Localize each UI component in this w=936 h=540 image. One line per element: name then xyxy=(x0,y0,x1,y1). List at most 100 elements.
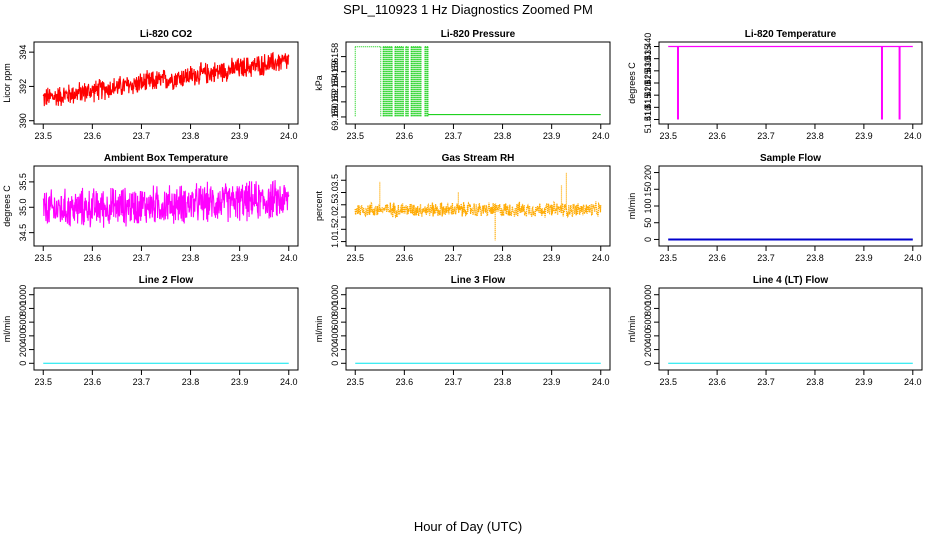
x-tick-label-pressure-1: 23.6 xyxy=(396,131,414,141)
x-tick-label-ambient-0: 23.5 xyxy=(34,253,52,263)
y-tick-label-temp820-4: 51.430 xyxy=(643,57,653,85)
y-tick-label-line3-5: 1000 xyxy=(330,285,340,305)
y-tick-label-rh-4: 3.0 xyxy=(330,186,340,199)
x-tick-label-sample-5: 24.0 xyxy=(904,253,922,263)
series-temp820 xyxy=(668,45,913,120)
x-tick-label-line2-3: 23.8 xyxy=(182,377,200,387)
x-tick-label-line4-0: 23.5 xyxy=(659,377,677,387)
y-axis-label-co2: Licor ppm xyxy=(2,63,12,103)
y-tick-label-pressure-4: 69.158 xyxy=(330,43,340,71)
y-axis-label-line3: ml/min xyxy=(314,316,324,343)
y-tick-label-ambient-0: 34.5 xyxy=(18,224,28,242)
x-tick-label-pressure-4: 23.9 xyxy=(543,131,561,141)
x-tick-label-temp820-3: 23.8 xyxy=(806,131,824,141)
y-tick-label-line3-0: 0 xyxy=(330,361,340,366)
x-tick-label-line2-5: 24.0 xyxy=(280,377,298,387)
panel-title-co2: Li-820 CO2 xyxy=(140,29,193,40)
y-tick-label-sample-1: 50 xyxy=(643,218,653,228)
y-tick-label-line2-1: 200 xyxy=(18,342,28,357)
x-tick-label-pressure-2: 23.7 xyxy=(445,131,463,141)
x-tick-label-ambient-1: 23.6 xyxy=(84,253,102,263)
figure-title: SPL_110923 1 Hz Diagnostics Zoomed PM xyxy=(343,2,593,17)
y-tick-label-line4-3: 600 xyxy=(643,315,653,330)
panel-line2: Line 2 Flow ml/min 23.5 23.6 23.7 23.8 23.9 24.… xyxy=(2,275,299,387)
x-tick-label-line3-0: 23.5 xyxy=(346,377,364,387)
y-tick-label-co2-0: 390 xyxy=(18,113,28,128)
y-tick-label-line3-3: 600 xyxy=(330,315,340,330)
y-tick-label-line2-3: 600 xyxy=(18,315,28,330)
y-axis-label-pressure: kPa xyxy=(314,75,324,91)
y-axis-label-ambient: degrees C xyxy=(2,185,12,227)
x-tick-label-line2-4: 23.9 xyxy=(231,377,249,387)
panel-title-pressure: Li-820 Pressure xyxy=(441,29,516,40)
y-tick-label-pressure-2: 69.154 xyxy=(330,73,340,101)
y-tick-label-pressure-0: 69.150 xyxy=(330,103,340,131)
plot-frame-sample xyxy=(658,165,923,247)
x-tick-label-line3-3: 23.8 xyxy=(494,377,512,387)
y-axis-label-sample: ml/min xyxy=(627,193,637,220)
x-tick-label-line3-5: 24.0 xyxy=(592,377,610,387)
y-tick-label-temp820-3: 51.425 xyxy=(643,69,653,97)
y-tick-label-temp820-2: 51.420 xyxy=(643,81,653,109)
y-tick-label-co2-1: 392 xyxy=(18,79,28,94)
plot-frame-line3 xyxy=(345,287,611,371)
y-tick-label-line3-2: 400 xyxy=(330,328,340,343)
x-tick-label-ambient-2: 23.7 xyxy=(133,253,151,263)
x-tick-label-rh-5: 24.0 xyxy=(592,253,610,263)
x-tick-label-sample-4: 23.9 xyxy=(855,253,873,263)
x-tick-label-line2-0: 23.5 xyxy=(34,377,52,387)
y-tick-label-rh-2: 2.0 xyxy=(330,211,340,224)
x-tick-label-rh-4: 23.9 xyxy=(543,253,561,263)
series-line-co2 xyxy=(42,51,290,107)
x-tick-label-sample-0: 23.5 xyxy=(659,253,677,263)
x-tick-label-temp820-5: 24.0 xyxy=(904,131,922,141)
panel-co2: Li-820 CO2 Licor ppm 23.5 23.6 23.7 23.8 23.9 2… xyxy=(2,29,299,141)
y-tick-label-line4-0: 0 xyxy=(643,361,653,366)
y-tick-label-rh-1: 1.5 xyxy=(330,223,340,236)
x-tick-label-sample-3: 23.8 xyxy=(806,253,824,263)
plot-frame-pressure xyxy=(345,41,611,125)
y-axis-label-line2: ml/min xyxy=(2,316,12,343)
panel-title-sample: Sample Flow xyxy=(760,153,821,164)
plot-frame-rh xyxy=(345,165,611,247)
panel-sample: Sample Flow ml/min 23.5 23.6 23.7 23.8 23.9 24.… xyxy=(627,153,923,263)
x-tick-label-ambient-4: 23.9 xyxy=(231,253,249,263)
y-tick-label-line3-4: 800 xyxy=(330,301,340,316)
series-rh xyxy=(354,172,602,241)
y-axis-label-rh: percent xyxy=(314,190,324,221)
x-tick-label-rh-0: 23.5 xyxy=(346,253,364,263)
y-tick-label-rh-0: 1.0 xyxy=(330,235,340,248)
x-tick-label-rh-1: 23.6 xyxy=(396,253,414,263)
y-tick-label-sample-4: 200 xyxy=(643,165,653,180)
y-tick-label-sample-0: 0 xyxy=(643,237,653,242)
panel-pressure: Li-820 Pressure kPa 23.5 23.6 23.7 23.8 23.9 24… xyxy=(314,29,611,141)
y-tick-label-rh-3: 2.5 xyxy=(330,199,340,212)
x-tick-label-line4-3: 23.8 xyxy=(806,377,824,387)
y-tick-label-line2-2: 400 xyxy=(18,328,28,343)
figure-xlabel: Hour of Day (UTC) xyxy=(414,519,522,534)
y-tick-label-temp820-5: 51.435 xyxy=(643,45,653,73)
x-tick-label-temp820-1: 23.6 xyxy=(708,131,726,141)
y-tick-label-pressure-3: 69.156 xyxy=(330,58,340,86)
panel-title-line3: Line 3 Flow xyxy=(451,275,506,286)
y-tick-label-line4-4: 800 xyxy=(643,301,653,316)
x-tick-label-ambient-5: 24.0 xyxy=(280,253,298,263)
plot-frame-line2 xyxy=(33,287,299,371)
y-tick-label-pressure-1: 69.152 xyxy=(330,88,340,116)
x-tick-label-pressure-0: 23.5 xyxy=(346,131,364,141)
x-tick-label-temp820-4: 23.9 xyxy=(855,131,873,141)
x-tick-label-line3-2: 23.7 xyxy=(445,377,463,387)
series-ambient xyxy=(42,180,290,228)
y-axis-label-line4: ml/min xyxy=(627,316,637,343)
y-tick-label-temp820-6: 51.440 xyxy=(643,33,653,61)
series-pressure xyxy=(354,46,601,117)
plot-frame-ambient xyxy=(33,165,299,247)
series-line-ambient xyxy=(42,180,290,228)
panel-line4: Line 4 (LT) Flow ml/min 23.5 23.6 23.7 23.8 23… xyxy=(627,275,923,387)
series-co2 xyxy=(42,51,290,107)
y-tick-label-sample-2: 100 xyxy=(643,198,653,213)
y-tick-label-line4-1: 200 xyxy=(643,342,653,357)
x-tick-label-pressure-3: 23.8 xyxy=(494,131,512,141)
panel-line3: Line 3 Flow ml/min 23.5 23.6 23.7 23.8 23.9 24.… xyxy=(314,275,611,387)
y-tick-label-temp820-1: 51.415 xyxy=(643,94,653,122)
